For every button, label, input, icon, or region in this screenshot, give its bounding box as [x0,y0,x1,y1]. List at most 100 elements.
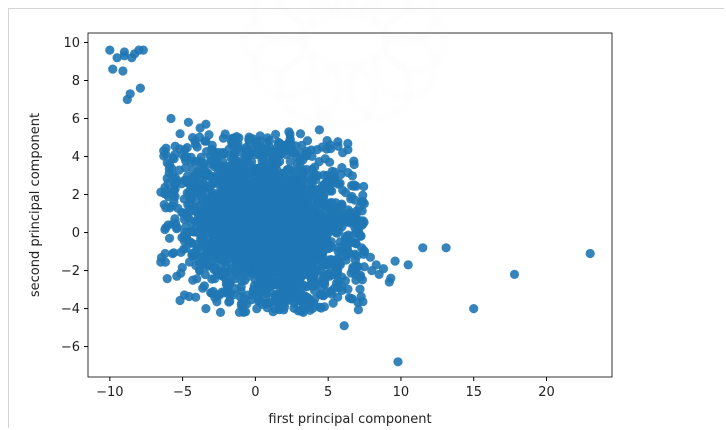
data-point [178,150,188,160]
data-point-cluster [263,257,273,267]
data-point-cluster [255,136,265,146]
data-point-cluster [273,137,283,147]
data-point [386,273,396,283]
data-point-cluster [350,255,360,265]
data-point-cluster [207,274,217,284]
data-point-cluster [270,277,280,288]
data-point-cluster [237,155,247,165]
data-point-cluster [357,275,367,285]
data-point-cluster [273,216,283,226]
data-point-cluster [162,274,172,284]
y-tick-label: 6 [72,112,80,127]
x-tick-label: −5 [173,385,192,400]
data-point-cluster [277,228,287,238]
data-point-cluster [162,158,172,168]
data-point-cluster [252,166,262,176]
data-point [367,266,377,276]
scatter-marks [105,45,595,367]
data-point-cluster [333,214,343,224]
data-point-cluster [169,248,179,258]
data-point-cluster [236,241,246,251]
data-point [105,45,115,55]
data-point-cluster [202,209,212,219]
data-point [201,304,211,314]
data-point-cluster [332,228,342,238]
data-point-cluster [307,275,317,285]
y-axis-ticks: −6 −4 −2 0 2 4 6 8 10 [61,36,88,355]
data-point [212,151,223,162]
data-point [230,157,240,167]
data-point [199,281,209,291]
data-point-cluster [268,205,278,215]
data-point-cluster [276,207,286,217]
data-point [339,321,349,331]
data-point-cluster [271,160,281,170]
y-tick-label: −4 [61,302,80,317]
data-point [441,243,451,253]
watermark-logo [245,0,445,125]
figure-frame [8,8,724,428]
x-tick-label: 20 [538,385,555,400]
watermark-arc [315,0,375,15]
y-axis-label: second principal component [28,113,43,297]
data-point [262,288,272,298]
data-point-cluster [219,221,229,231]
data-point [122,94,132,105]
data-point [130,49,140,59]
data-point [159,146,169,156]
data-point-cluster [224,297,234,307]
data-point-cluster [201,136,211,146]
data-point-cluster [271,243,281,253]
data-point-cluster [249,198,259,208]
data-point [326,210,336,221]
data-point-cluster [342,250,352,260]
data-point-cluster [303,254,313,264]
data-point-cluster [178,208,188,218]
data-point-cluster [309,185,319,195]
data-point [345,216,355,226]
data-point [186,157,196,167]
data-point-cluster [277,255,287,265]
data-point-cluster [282,287,292,297]
data-point [166,113,176,124]
data-point [172,271,182,281]
data-point-cluster [333,292,343,302]
data-point-cluster [355,231,365,241]
data-point-cluster [283,175,293,185]
data-point-cluster [218,240,228,250]
data-point [108,64,118,74]
data-point-cluster [291,208,301,218]
data-point-cluster [238,169,248,179]
data-point-cluster [293,260,303,270]
data-point-cluster [298,175,308,185]
data-point-cluster [193,210,204,220]
data-point-cluster [181,222,191,232]
data-point-cluster [261,145,271,155]
data-point-cluster [161,189,171,199]
data-point-cluster [296,306,306,316]
data-point-cluster [212,297,222,307]
data-point-cluster [172,224,182,234]
data-point [180,163,191,173]
data-point-cluster [235,292,245,302]
data-point-cluster [347,171,357,181]
data-point-cluster [359,181,369,192]
data-point-cluster [186,238,196,248]
data-point-cluster [212,189,222,199]
data-point-cluster [319,302,329,312]
data-point-cluster [168,170,178,180]
data-point [112,53,122,63]
data-point [360,247,370,257]
data-point-cluster [262,160,272,170]
data-point-cluster [349,180,359,190]
data-point [169,197,179,207]
data-point-cluster [355,284,365,294]
data-point [191,292,201,302]
data-point-cluster [301,234,311,245]
plot-area-border [87,32,613,378]
data-point-cluster [283,187,293,197]
data-point-cluster [273,289,283,299]
data-point-cluster [288,227,298,237]
data-point [183,117,193,127]
data-point-cluster [159,200,169,210]
